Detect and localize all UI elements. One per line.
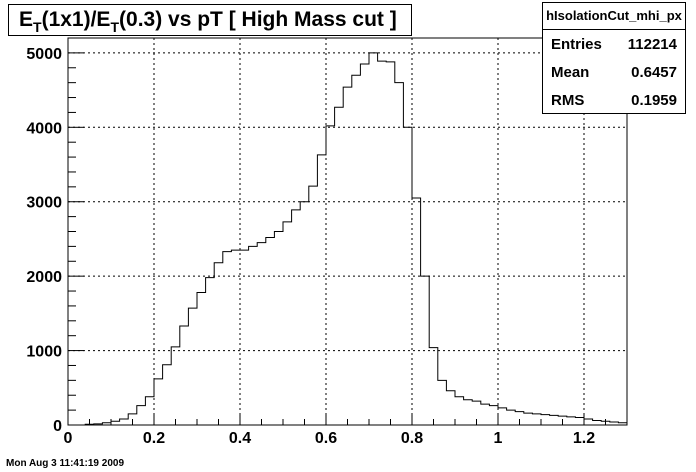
stats-mean-label: Mean xyxy=(551,64,590,81)
y-tick-label: 2000 xyxy=(26,269,62,286)
grid-lines xyxy=(68,38,627,425)
histogram-outline xyxy=(68,52,627,426)
stats-row-entries: Entries 112214 xyxy=(543,30,685,58)
title-part: (0.3) vs pT [ High Mass cut ] xyxy=(119,8,397,31)
x-tick-label: 1 xyxy=(494,430,503,447)
y-tick-label: 1000 xyxy=(26,344,62,361)
x-tick-label: 0 xyxy=(64,430,73,447)
x-tick-label: 0.8 xyxy=(401,430,423,447)
title-box: ET(1x1)/ET(0.3) vs pT [ High Mass cut ] xyxy=(8,4,412,36)
x-tick-label: 1.2 xyxy=(573,430,595,447)
title-subscript: T xyxy=(33,19,42,35)
stats-row-rms: RMS 0.1959 xyxy=(543,86,685,114)
x-tick-label: 0.2 xyxy=(143,430,165,447)
title-subscript: T xyxy=(110,19,120,35)
y-tick-label: 0 xyxy=(53,418,62,435)
stats-row-mean: Mean 0.6457 xyxy=(543,58,685,86)
chart-title: ET(1x1)/ET(0.3) vs pT [ High Mass cut ] xyxy=(19,8,397,35)
x-tick-label: 0.6 xyxy=(315,430,337,447)
stats-entries-value: 112214 xyxy=(627,36,677,53)
stats-entries-label: Entries xyxy=(551,36,602,53)
x-tick-label: 0.4 xyxy=(229,430,251,447)
title-part: E xyxy=(19,8,34,31)
stats-rms-value: 0.1959 xyxy=(631,92,677,109)
title-part: (1x1)/E xyxy=(41,8,111,31)
stats-rms-label: RMS xyxy=(551,92,585,109)
timestamp: Mon Aug 3 11:41:19 2009 xyxy=(6,458,125,469)
y-axis: 0 1000 2000 3000 4000 5000 xyxy=(26,37,84,435)
stats-mean-value: 0.6457 xyxy=(631,64,677,81)
y-tick-label: 4000 xyxy=(26,120,62,137)
stats-histogram-name: hIsolationCut_mhi_px xyxy=(543,3,685,30)
x-axis: 0 0.2 0.4 0.6 0.8 1 1.2 xyxy=(64,413,628,447)
y-tick-label: 3000 xyxy=(26,195,62,212)
stats-box: hIsolationCut_mhi_px Entries 112214 Mean… xyxy=(542,2,686,114)
y-tick-label: 5000 xyxy=(26,46,62,63)
